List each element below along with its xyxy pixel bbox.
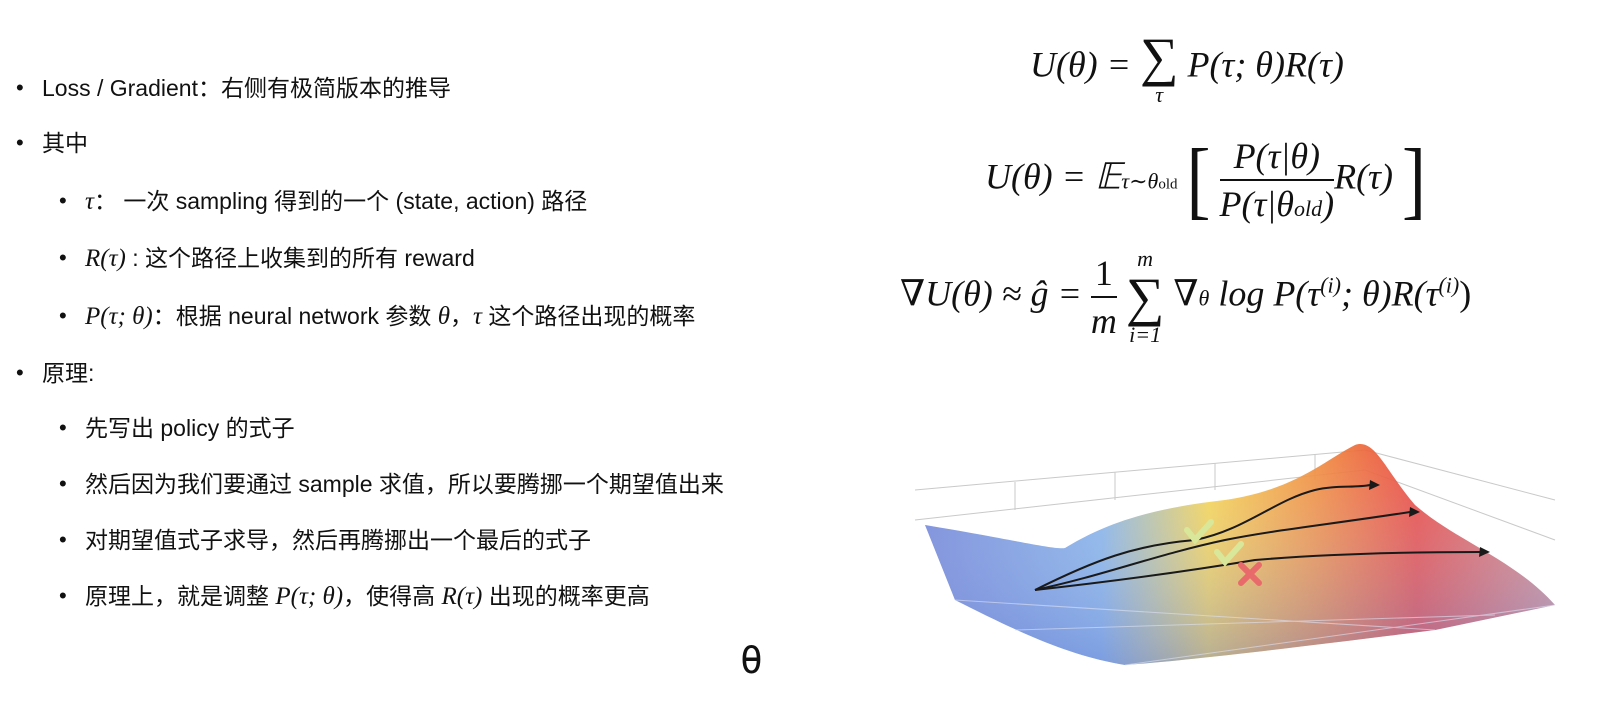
math-theta: θ: [437, 303, 451, 330]
bullet-text: ： 一次 sampling 得到的一个 (state, action) 路径: [93, 188, 588, 214]
trajectories: [1034, 484, 1481, 591]
surface-shade: [925, 444, 1555, 665]
bullet-text: 其中: [42, 130, 88, 156]
trajectory-1: [1034, 484, 1371, 591]
trajectory-arrowheads: [1369, 480, 1490, 557]
formula-utility-sum: U(θ) = ∑ τ P(τ; θ)R(τ): [1030, 30, 1344, 106]
bullet-text: 然后因为我们要通过 sample 求值，所以要腾挪一个期望值出来: [85, 471, 724, 497]
right-bracket: ]: [1401, 131, 1426, 228]
bullet-text: 出现的概率更高: [482, 583, 650, 609]
bullet-text: ：根据 neural network 参数: [152, 303, 438, 329]
summation: ∑ τ: [1140, 30, 1179, 106]
math-p-tau-theta: P(τ; θ): [275, 583, 344, 610]
expectation-sub: τ∼θ: [1121, 168, 1159, 194]
formula-rhs: R(τ): [1334, 156, 1393, 197]
check-icon: [1214, 541, 1244, 567]
sum-upper: m: [1137, 246, 1154, 271]
bullet-text: : 这个路径上收集到的所有 reward: [125, 245, 475, 271]
ratio-fraction: P(τ|θ) P(τ|θold): [1219, 135, 1335, 225]
log-term: log P(τ: [1209, 273, 1321, 314]
expectation-subsub: old: [1158, 176, 1178, 193]
math-tau: τ: [473, 303, 482, 330]
bullet-text: 右侧有极简版本的推导: [220, 75, 451, 101]
trajectory-3: [1034, 551, 1481, 591]
denominator-sub: old: [1293, 196, 1323, 221]
nabla-sub: θ: [1198, 285, 1210, 311]
bullet-text: 先写出 policy 的式子: [85, 415, 295, 441]
bullet-sample: • 然后因为我们要通过 sample 求值，所以要腾挪一个期望值出来: [59, 471, 724, 497]
one-over-m: 1 m: [1090, 252, 1117, 342]
fraction-numerator: 1: [1090, 252, 1117, 298]
bullet-qizhong: • 其中: [16, 130, 88, 156]
floor-grid: [954, 599, 1556, 666]
nabla: ∇: [1173, 273, 1199, 314]
closing-paren: ): [1459, 273, 1472, 314]
bullet-text: 这个路径出现的概率: [482, 303, 696, 329]
theta-label: θ: [740, 638, 763, 682]
bullet-tau: • τ： 一次 sampling 得到的一个 (state, action) 路…: [59, 188, 588, 215]
fraction-numerator: P(τ|θ): [1219, 135, 1335, 181]
denominator-end: ): [1322, 184, 1335, 224]
bullet-principle: • 原理上，就是调整 P(τ; θ)，使得高 R(τ) 出现的概率更高: [59, 583, 650, 610]
formula-rhs: P(τ; θ)R(τ): [1187, 44, 1344, 85]
bullet-text: 对期望值式子求导，然后再腾挪出一个最后的式子: [85, 527, 591, 553]
trajectory-2: [1034, 511, 1411, 591]
left-bracket: [: [1186, 131, 1211, 228]
bullet-r-tau: • R(τ) : 这个路径上收集到的所有 reward: [59, 245, 475, 272]
bullet-text: ，: [450, 303, 474, 329]
formula-gradient-estimate: ∇U(θ) ≈ ĝ = 1 m m ∑ i=1 ∇θ log P(τ(i); θ…: [900, 248, 1471, 346]
formula-lhs: U(θ) =: [1030, 44, 1140, 85]
bullet-policy: • 先写出 policy 的式子: [59, 415, 295, 441]
math-r-tau: R(τ): [85, 245, 126, 272]
formula-utility-expectation: U(θ) = 𝔼τ∼θold [ P(τ|θ) P(τ|θold) R(τ) ]: [985, 131, 1426, 227]
reward-term: ; θ)R(τ: [1340, 273, 1439, 314]
sum-lower: τ: [1155, 82, 1164, 107]
sum-lower: i=1: [1129, 322, 1162, 347]
cross-icon: [1238, 562, 1262, 586]
bullet-p-tau-theta: • P(τ; θ)：根据 neural network 参数 θ，τ 这个路径出…: [59, 303, 696, 330]
sum-symbol: ∑: [1125, 267, 1165, 327]
denominator-main: P(τ|θ: [1219, 184, 1294, 224]
math-p-tau-theta: P(τ; θ): [85, 303, 153, 330]
bullet-list: • Loss / Gradient：右侧有极简版本的推导 • 其中 • τ： 一…: [16, 75, 724, 610]
bullet-text: ，使得高: [343, 583, 442, 609]
bullet-text: 原理:: [42, 360, 95, 386]
formula-lhs: U(θ) = 𝔼: [985, 156, 1122, 197]
reward-surface-plot: [914, 444, 1556, 666]
fraction-denominator: m: [1090, 301, 1117, 341]
bullet-prefix: Loss / Gradient：: [42, 75, 221, 101]
bullet-loss-gradient: • Loss / Gradient：右侧有极简版本的推导: [16, 75, 451, 101]
math-tau: τ: [85, 188, 94, 215]
check-icon: [1184, 519, 1214, 545]
formula-lhs: ∇U(θ) ≈ ĝ =: [900, 273, 1091, 314]
bullet-derivative: • 对期望值式子求导，然后再腾挪出一个最后的式子: [59, 527, 591, 553]
bullet-yuanli: • 原理:: [16, 360, 95, 386]
summation: m ∑ i=1: [1126, 248, 1165, 346]
bullet-text: 原理上，就是调整: [85, 583, 276, 609]
sum-symbol: ∑: [1139, 27, 1179, 87]
math-r-tau: R(τ): [441, 583, 483, 610]
superscript-i: (i): [1320, 272, 1341, 298]
superscript-i: (i): [1438, 272, 1460, 298]
fraction-denominator: P(τ|θold): [1220, 181, 1335, 225]
